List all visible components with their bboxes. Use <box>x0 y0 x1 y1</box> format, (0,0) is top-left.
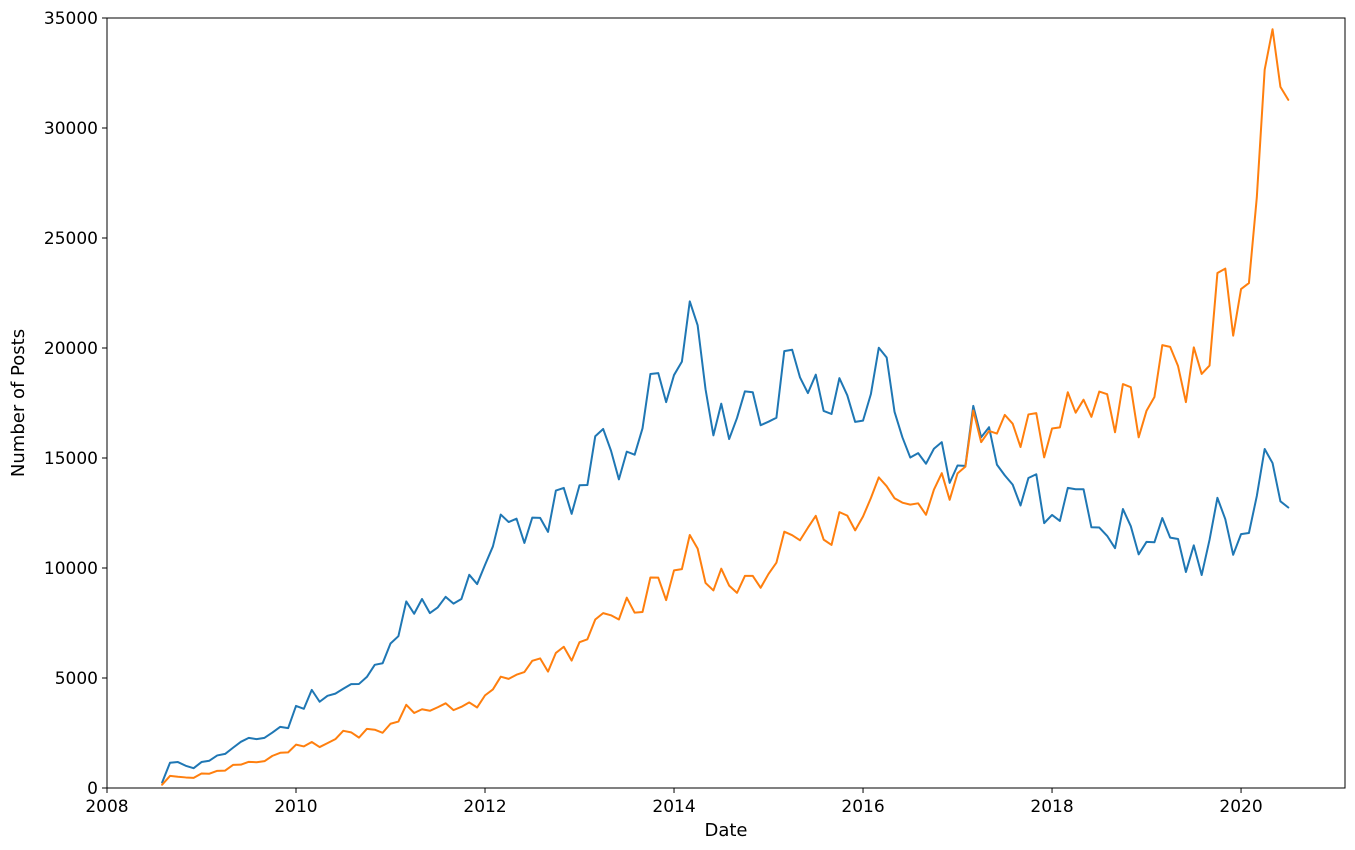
y-tick-label: 25000 <box>44 229 98 249</box>
y-axis: 0 5000 10000 15000 20000 25000 30000 35000 <box>44 9 107 799</box>
x-tick-label: 2012 <box>463 797 506 817</box>
x-axis-label: Date <box>704 820 747 841</box>
x-axis: 2008 2010 2012 2014 2016 2018 2020 <box>85 788 1263 817</box>
y-tick-label: 0 <box>87 779 98 799</box>
series-line-2 <box>161 28 1290 786</box>
y-tick-label: 20000 <box>44 339 98 359</box>
y-tick-label: 35000 <box>44 9 98 29</box>
series-layer <box>161 28 1290 786</box>
y-tick-label: 30000 <box>44 119 98 139</box>
y-tick-label: 5000 <box>55 669 98 689</box>
x-tick-label: 2020 <box>1219 797 1262 817</box>
x-tick-label: 2016 <box>841 797 884 817</box>
y-tick-label: 15000 <box>44 449 98 469</box>
x-tick-label: 2008 <box>85 797 128 817</box>
y-axis-label: Number of Posts <box>8 329 29 477</box>
x-tick-label: 2018 <box>1030 797 1073 817</box>
x-tick-label: 2014 <box>652 797 695 817</box>
x-tick-label: 2010 <box>274 797 317 817</box>
y-tick-label: 10000 <box>44 559 98 579</box>
plot-frame <box>106 17 1346 789</box>
series-line-1 <box>161 300 1290 784</box>
